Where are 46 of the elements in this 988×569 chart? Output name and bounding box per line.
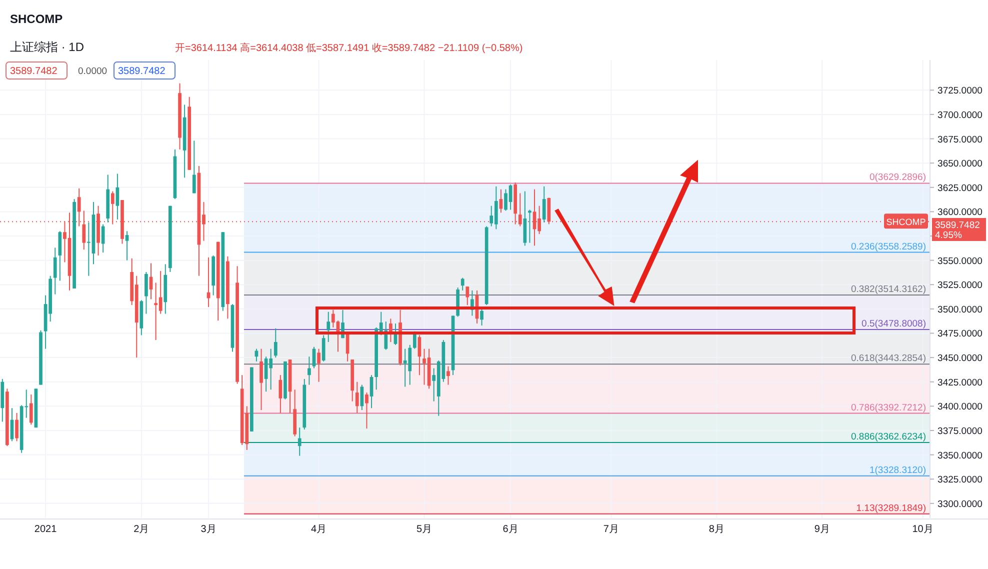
y-tick-label: 3650.0000 [938,158,982,170]
y-tick-label: 3300.0000 [938,498,982,510]
text: 3589.7482 [935,220,980,231]
ref-line-label: SHCOMP [886,217,926,228]
ref-line-label: 0(3629.2896) [869,172,926,184]
y-tick-label: 3725.0000 [938,86,982,97]
y-tick-label: 3400.0000 [938,402,982,413]
y-tick-label: 3550.0000 [938,256,982,267]
x-tick-label: 4月 [311,524,327,535]
x-tick-label: 9月 [814,524,830,535]
ref-line-label: 0.618(3443.2854) [850,353,926,364]
ref-line-label: 0.5(3478.8008) [862,318,926,330]
x-tick-label: 7月 [603,524,619,535]
ref-line-label: 0.236(3558.2589) [850,241,926,252]
ref-line-label: 0.886(3362.6234) [850,432,926,443]
x-tick-label: 3月 [200,524,216,535]
y-tick-label: 3375.0000 [938,426,982,437]
y-tick-label: 3450.0000 [938,353,982,364]
annotation: 0.0000 [78,66,108,77]
y-tick-label: 3350.0000 [938,450,982,462]
y-tick-label: 3675.0000 [938,134,982,146]
annotation: 3589.7482 [10,66,58,77]
text: 开=3614.1134 高=3614.4038 低=3587.1491 收=3589.7482 −21.1109 (−0.58%) [175,42,523,54]
y-tick-label: 3600.0000 [938,207,982,218]
ref-line-label: 1.13(3289.1849) [856,502,926,514]
x-tick-label: 2月 [134,524,150,535]
y-tick-label: 3525.0000 [938,280,982,292]
ref-line-label: 0.382(3514.3162) [850,284,926,296]
y-tick-label: 3700.0000 [938,110,982,121]
ref-line-label: 1(3328.3120) [869,464,926,476]
x-tick-label: 2021 [34,524,58,535]
ref-label: SHCOMP [884,214,928,229]
annotation: 3589.7482 [118,66,166,77]
text: 4.95% [935,230,962,241]
x-tick-label: 8月 [708,524,724,535]
x-tick-label: 10月 [912,524,934,535]
x-tick-label: 6月 [502,524,518,535]
y-tick-label: 3500.0000 [938,304,982,316]
y-tick-label: 3325.0000 [938,474,982,486]
chart-title: 上证综指 · 1D [10,40,84,54]
y-tick-label: 3425.0000 [938,377,982,388]
ref-line-label: 0.786(3392.7212) [850,402,926,414]
text: SHCOMP [10,12,63,26]
y-tick-label: 3475.0000 [938,328,982,340]
x-tick-label: 5月 [416,524,432,535]
y-tick-label: 3625.0000 [938,182,982,194]
